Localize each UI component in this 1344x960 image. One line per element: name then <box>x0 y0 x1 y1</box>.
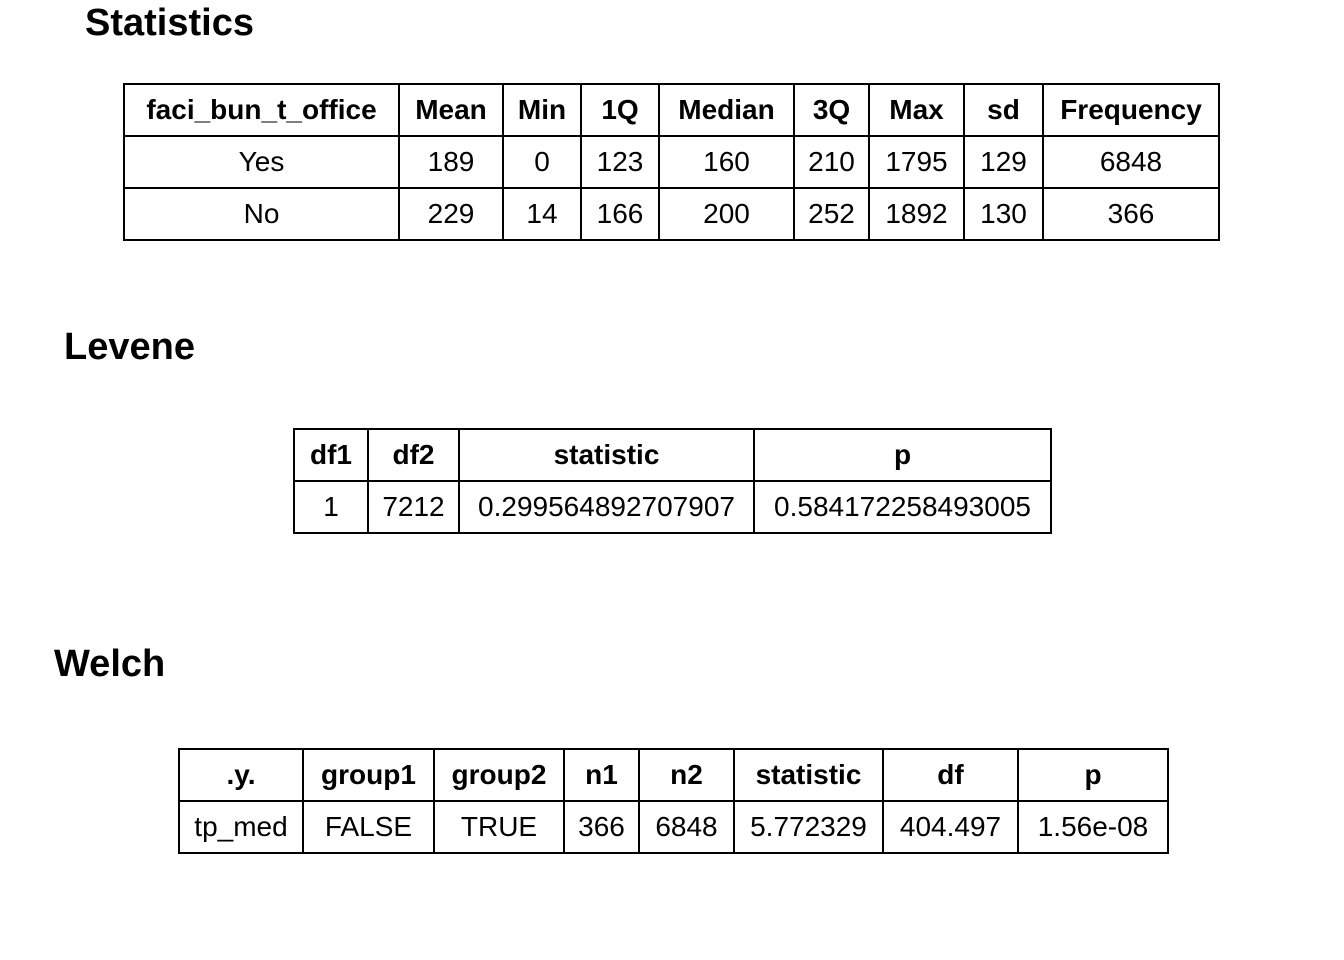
table-row: Yes 189 0 123 160 210 1795 129 6848 <box>123 135 1220 189</box>
cell-n2: 6848 <box>638 800 735 854</box>
cell-1q: 166 <box>580 187 660 241</box>
col-header-p: p <box>753 428 1052 482</box>
statistics-table: faci_bun_t_office Mean Min 1Q Median 3Q … <box>123 83 1220 241</box>
table-row: No 229 14 166 200 252 1892 130 366 <box>123 187 1220 241</box>
cell-statistic: 0.299564892707907 <box>458 480 755 534</box>
cell-p: 0.584172258493005 <box>753 480 1052 534</box>
col-header-min: Min <box>502 83 582 137</box>
cell-sd: 129 <box>963 135 1044 189</box>
table-header-row: .y. group1 group2 n1 n2 statistic df p <box>178 748 1169 802</box>
cell-group-label: No <box>123 187 400 241</box>
cell-statistic: 5.772329 <box>733 800 884 854</box>
cell-n1: 366 <box>563 800 640 854</box>
col-header-df: df <box>882 748 1019 802</box>
welch-section-title: Welch <box>54 643 166 685</box>
cell-median: 200 <box>658 187 795 241</box>
cell-df: 404.497 <box>882 800 1019 854</box>
cell-min: 0 <box>502 135 582 189</box>
col-header-max: Max <box>868 83 965 137</box>
table-header-row: df1 df2 statistic p <box>293 428 1052 482</box>
col-header-statistic: statistic <box>733 748 884 802</box>
col-header-group1: group1 <box>302 748 435 802</box>
col-header-n1: n1 <box>563 748 640 802</box>
table-row: tp_med FALSE TRUE 366 6848 5.772329 404.… <box>178 800 1169 854</box>
col-header-mean: Mean <box>398 83 504 137</box>
cell-y: tp_med <box>178 800 304 854</box>
table-header-row: faci_bun_t_office Mean Min 1Q Median 3Q … <box>123 83 1220 137</box>
welch-table: .y. group1 group2 n1 n2 statistic df p t… <box>178 748 1169 854</box>
col-header-group2: group2 <box>433 748 565 802</box>
levene-section-title: Levene <box>64 326 195 368</box>
cell-max: 1795 <box>868 135 965 189</box>
cell-min: 14 <box>502 187 582 241</box>
col-header-statistic: statistic <box>458 428 755 482</box>
cell-1q: 123 <box>580 135 660 189</box>
col-header-sd: sd <box>963 83 1044 137</box>
col-header-frequency: Frequency <box>1042 83 1220 137</box>
cell-df1: 1 <box>293 480 369 534</box>
cell-3q: 210 <box>793 135 870 189</box>
col-header-3q: 3Q <box>793 83 870 137</box>
cell-max: 1892 <box>868 187 965 241</box>
cell-mean: 229 <box>398 187 504 241</box>
statistics-section-title: Statistics <box>85 2 254 44</box>
cell-mean: 189 <box>398 135 504 189</box>
cell-group2: TRUE <box>433 800 565 854</box>
col-header-1q: 1Q <box>580 83 660 137</box>
cell-group1: FALSE <box>302 800 435 854</box>
cell-median: 160 <box>658 135 795 189</box>
levene-table: df1 df2 statistic p 1 7212 0.29956489270… <box>293 428 1052 534</box>
col-header-df1: df1 <box>293 428 369 482</box>
col-header-n2: n2 <box>638 748 735 802</box>
table-row: 1 7212 0.299564892707907 0.5841722584930… <box>293 480 1052 534</box>
cell-group-label: Yes <box>123 135 400 189</box>
cell-sd: 130 <box>963 187 1044 241</box>
col-header-df2: df2 <box>367 428 460 482</box>
col-header-faci-bun-t-office: faci_bun_t_office <box>123 83 400 137</box>
cell-p: 1.56e-08 <box>1017 800 1169 854</box>
cell-frequency: 6848 <box>1042 135 1220 189</box>
cell-frequency: 366 <box>1042 187 1220 241</box>
col-header-p: p <box>1017 748 1169 802</box>
cell-df2: 7212 <box>367 480 460 534</box>
cell-3q: 252 <box>793 187 870 241</box>
col-header-median: Median <box>658 83 795 137</box>
col-header-y: .y. <box>178 748 304 802</box>
